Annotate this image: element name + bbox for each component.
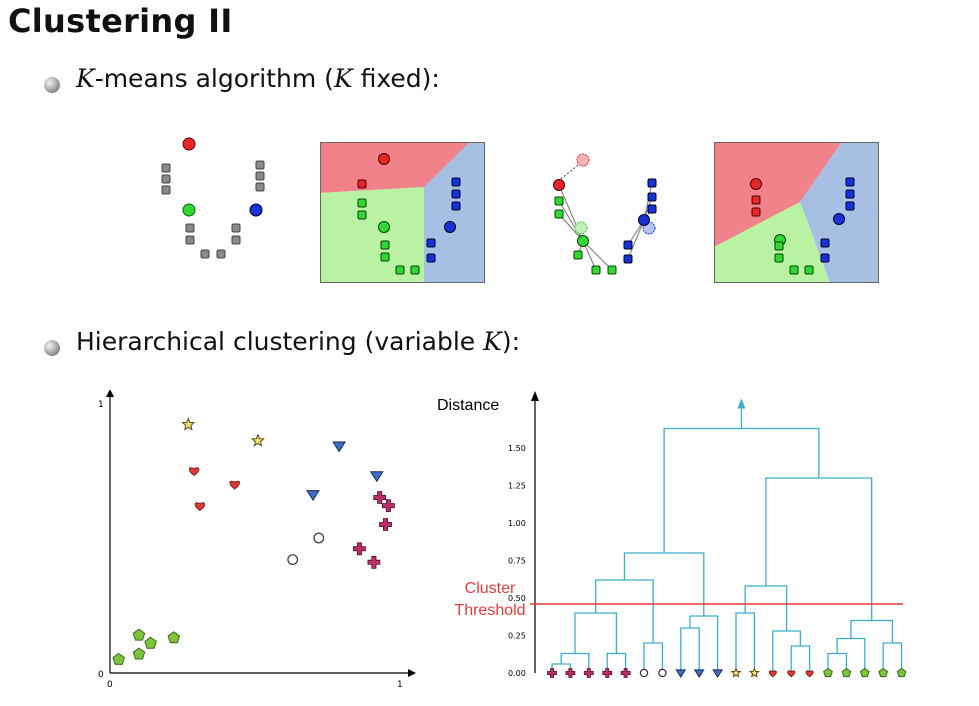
plus-marker bbox=[353, 542, 366, 556]
dendrogram-link bbox=[882, 642, 903, 673]
heart-marker bbox=[768, 670, 777, 678]
hierarchical-bullet-text: Hierarchical clustering (variable K): bbox=[76, 327, 520, 356]
dendrogram-link bbox=[643, 642, 664, 673]
heart-marker bbox=[188, 467, 200, 476]
kmeans-bullet-text: K-means algorithm (K fixed): bbox=[76, 64, 440, 93]
star-marker bbox=[730, 667, 742, 678]
plus-marker bbox=[367, 555, 381, 569]
triangle-marker bbox=[369, 471, 384, 483]
dendrogram-link bbox=[606, 652, 627, 673]
y-tick-label: 1 bbox=[98, 400, 104, 410]
pentagon-marker bbox=[144, 636, 157, 649]
y-tick-label: 1.00 bbox=[508, 519, 526, 528]
kmeans-panel-initial bbox=[161, 137, 265, 259]
y-tick-label: 0.75 bbox=[508, 557, 526, 566]
dendrogram-link bbox=[560, 652, 590, 673]
triangle-marker bbox=[693, 669, 705, 678]
triangle-marker bbox=[332, 441, 347, 453]
k-variable: K bbox=[333, 64, 353, 93]
plus-marker bbox=[583, 668, 594, 678]
heart-marker bbox=[229, 480, 240, 490]
star-marker bbox=[181, 417, 196, 431]
y-tick-label: 1.50 bbox=[508, 444, 526, 453]
pentagon-marker bbox=[823, 667, 833, 678]
dendrogram-links bbox=[551, 427, 903, 673]
triangle-marker bbox=[712, 669, 724, 678]
distance-axis-arrow bbox=[531, 391, 539, 401]
triangle-marker bbox=[675, 669, 687, 678]
dendrogram-link bbox=[790, 645, 811, 673]
kmeans-panel-assign bbox=[320, 142, 485, 283]
root-arrow bbox=[737, 398, 746, 409]
x-axis-arrow bbox=[408, 669, 416, 677]
slide-title: Clustering II bbox=[8, 2, 233, 40]
pentagon-marker bbox=[132, 647, 146, 660]
threshold-label: Threshold bbox=[454, 602, 525, 619]
dendrogram-link bbox=[680, 627, 700, 673]
dendrogram-link bbox=[836, 637, 866, 673]
k-variable: K bbox=[483, 327, 502, 356]
circle-marker bbox=[287, 554, 299, 566]
circle-marker bbox=[313, 532, 325, 544]
plus-marker bbox=[379, 518, 392, 531]
plus-marker bbox=[620, 668, 631, 678]
plus-marker bbox=[547, 668, 557, 678]
dendrogram-link bbox=[765, 477, 873, 621]
pentagon-marker bbox=[132, 628, 146, 641]
threshold-label: Cluster bbox=[465, 580, 516, 597]
dendrogram-link bbox=[574, 612, 618, 654]
pentagon-marker bbox=[841, 667, 852, 678]
x-tick-label: 1 bbox=[397, 680, 403, 690]
plus-marker bbox=[602, 668, 613, 678]
hier-bullet-start: Hierarchical clustering (variable bbox=[76, 327, 484, 356]
pentagon-marker bbox=[859, 667, 870, 678]
pentagon-marker bbox=[167, 631, 181, 644]
dendrogram-link bbox=[744, 585, 788, 631]
dendrogram-link bbox=[735, 612, 756, 673]
kmeans-bullet-end: fixed): bbox=[352, 64, 440, 93]
dendrogram-link bbox=[772, 630, 802, 673]
dendrogram-link bbox=[663, 427, 820, 553]
dendrogram-chart: Distance 0.00 0.25 0.50 0.75 1.00 1.25 1.50 Clus… bbox=[437, 391, 907, 678]
heart-marker bbox=[194, 502, 206, 512]
origin-tick-label: 0 bbox=[98, 670, 104, 680]
pentagon-marker bbox=[896, 667, 907, 678]
kmeans-panel-reassign bbox=[714, 142, 879, 283]
bullet-point bbox=[44, 340, 60, 356]
pentagon-marker bbox=[112, 652, 125, 665]
kmeans-bullet-mid: -means algorithm ( bbox=[94, 64, 334, 93]
circle-marker bbox=[639, 668, 649, 678]
y-axis-arrow bbox=[106, 390, 114, 397]
y-tick-label: 0.00 bbox=[508, 669, 526, 678]
star-marker bbox=[250, 433, 265, 447]
plus-marker bbox=[565, 668, 576, 678]
circle-marker bbox=[658, 668, 667, 678]
hier-bullet-end: ): bbox=[501, 327, 521, 356]
x-tick-label: 0 bbox=[107, 680, 113, 690]
triangle-marker bbox=[306, 490, 320, 502]
star-marker bbox=[748, 667, 760, 678]
heart-marker bbox=[805, 670, 814, 678]
scatter-plot: 00 1 1 bbox=[98, 390, 416, 690]
k-variable: K bbox=[76, 64, 95, 93]
plus-marker bbox=[382, 499, 395, 512]
plus-marker bbox=[373, 491, 387, 504]
bullet-point bbox=[44, 77, 60, 93]
y-tick-label: 0.25 bbox=[508, 632, 526, 641]
dendrogram-link bbox=[689, 615, 719, 673]
distance-axis-label: Distance bbox=[437, 397, 499, 414]
heart-marker bbox=[787, 670, 796, 678]
dendrogram-link bbox=[595, 579, 654, 643]
dendrogram-link bbox=[623, 552, 705, 616]
dendrogram-link bbox=[850, 619, 894, 643]
y-tick-label: 1.25 bbox=[508, 482, 526, 491]
y-tick-label: 0.50 bbox=[508, 594, 526, 603]
pentagon-marker bbox=[878, 667, 889, 678]
kmeans-panel-update bbox=[553, 153, 657, 275]
